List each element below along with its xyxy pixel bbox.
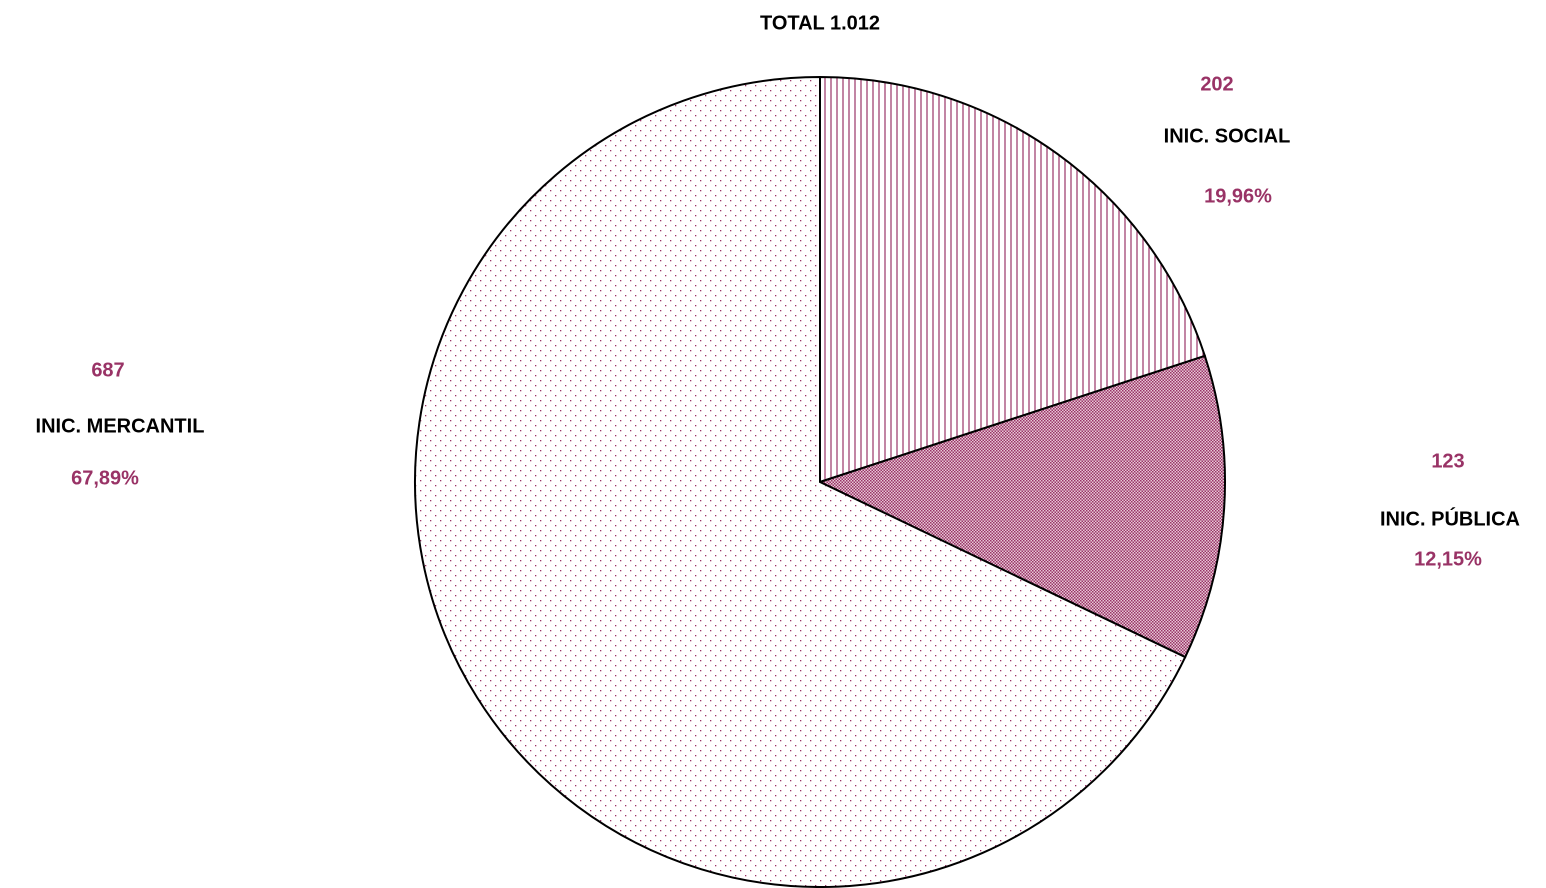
chart-title: TOTAL 1.012 (760, 12, 880, 34)
percentage-label: 19,96% (1204, 185, 1272, 207)
value-label: 123 (1431, 450, 1464, 472)
category-label: INIC. PÚBLICA (1380, 506, 1520, 530)
value-label: 202 (1200, 73, 1233, 95)
category-label: INIC. SOCIAL (1164, 125, 1291, 147)
category-label: INIC. MERCANTIL (36, 415, 205, 437)
pie-slice (817, 354, 1226, 659)
pie-slice (819, 75, 1207, 484)
percentage-label: 12,15% (1414, 548, 1482, 570)
value-label: 687 (91, 359, 124, 381)
pie-slice (414, 75, 1187, 888)
percentage-label: 67,89% (71, 467, 139, 489)
